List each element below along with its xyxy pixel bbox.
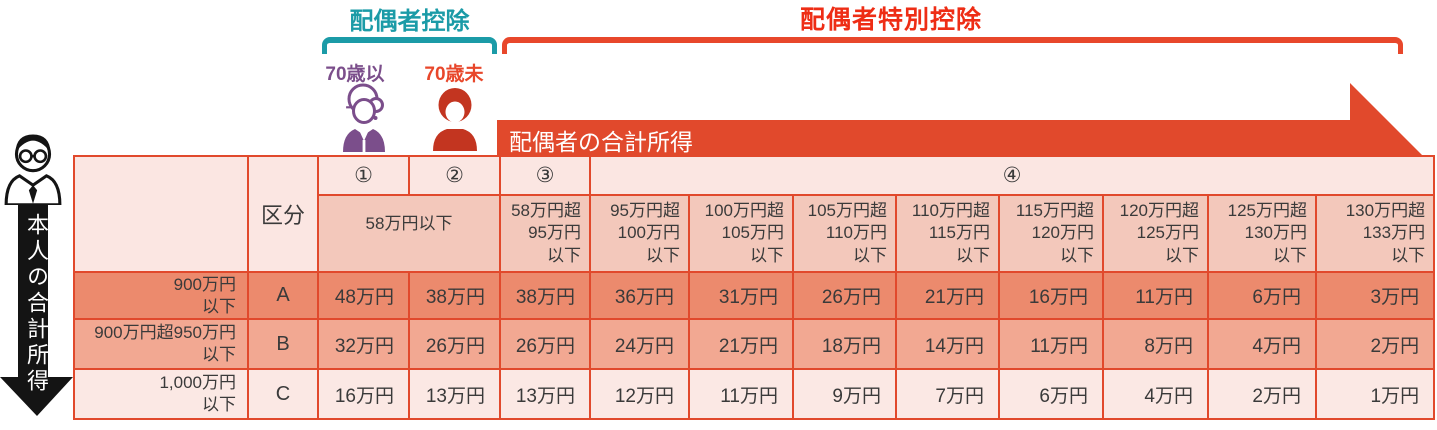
value-cell: 7万円	[895, 368, 1000, 421]
value-cell: 21万円	[895, 271, 1000, 321]
range-cell: 130万円超 133万円 以下	[1314, 193, 1436, 274]
row-label: 1,000万円 以下	[73, 368, 249, 421]
range-cell: 110万円超 115万円 以下	[895, 193, 1000, 274]
table-row-c: 1,000万円 以下 C 16万円 13万円 13万円 12万円 11万円 9万…	[73, 368, 1436, 421]
value-cell: 16万円	[998, 271, 1104, 321]
value-cell: 26万円	[792, 271, 897, 321]
circled-3-cell: ③	[499, 155, 591, 196]
range-cell: 95万円超 100万円 以下	[589, 193, 690, 274]
value-cell: 11万円	[1102, 271, 1209, 321]
value-cell: 8万円	[1102, 318, 1209, 371]
value-cell: 3万円	[1314, 271, 1436, 321]
special-spousal-deduction-title: 配偶者特別控除	[799, 6, 982, 34]
value-cell: 16万円	[317, 368, 410, 421]
value-cell: 4万円	[1207, 318, 1317, 371]
range-col3-cell: 58万円超 95万円 以下	[499, 193, 591, 274]
value-cell: 13万円	[499, 368, 591, 421]
value-cell: 12万円	[589, 368, 690, 421]
kubun-cell: A	[247, 271, 319, 321]
table-row-b: 900万円超950万円 以下 B 32万円 26万円 26万円 24万円 21万…	[73, 318, 1436, 371]
value-cell: 9万円	[792, 368, 897, 421]
value-cell: 1万円	[1314, 368, 1436, 421]
value-cell: 4万円	[1102, 368, 1209, 421]
circled-1-cell: ①	[317, 155, 410, 196]
range-cell: 115万円超 120万円 以下	[998, 193, 1104, 274]
value-cell: 6万円	[1207, 271, 1317, 321]
value-cell: 2万円	[1314, 318, 1436, 371]
value-cell: 6万円	[998, 368, 1104, 421]
value-cell: 11万円	[688, 368, 794, 421]
special-spousal-deduction-bracket	[502, 37, 1403, 54]
value-cell: 48万円	[317, 271, 410, 321]
value-cell: 38万円	[408, 271, 501, 321]
deduction-table: 区分 ① ② ③ ④ 58万円以下 58万円超 95万円 以下 95万円超 10…	[73, 154, 1436, 421]
kubun-cell: C	[247, 368, 319, 421]
value-cell: 36万円	[589, 271, 690, 321]
circled-4-cell: ④	[588, 155, 1436, 196]
row-label: 900万円超950万円 以下	[73, 318, 249, 371]
spouse-income-banner-arrow	[497, 83, 1423, 156]
spousal-deduction-title: 配偶者控除	[349, 8, 470, 35]
range-cell: 125万円超 130万円 以下	[1207, 193, 1317, 274]
value-cell: 26万円	[499, 318, 591, 371]
self-income-arrow-label: 本人の合計所得	[24, 213, 49, 395]
range-cell: 120万円超 125万円 以下	[1102, 193, 1209, 274]
spouse-income-banner-label: 配偶者の合計所得	[509, 129, 693, 155]
value-cell: 13万円	[408, 368, 501, 421]
value-cell: 32万円	[317, 318, 410, 371]
range-cell: 100万円超 105万円 以下	[688, 193, 794, 274]
value-cell: 26万円	[408, 318, 501, 371]
elderly-woman-icon	[343, 83, 385, 152]
young-woman-icon	[433, 88, 477, 151]
self-income-down-arrow	[0, 205, 73, 416]
man-icon	[4, 134, 62, 205]
value-cell: 38万円	[499, 271, 591, 321]
table-row-a: 900万円 以下 A 48万円 38万円 38万円 36万円 31万円 26万円…	[73, 271, 1436, 321]
value-cell: 2万円	[1207, 368, 1317, 421]
corner-cell	[73, 154, 249, 274]
value-cell: 24万円	[589, 318, 690, 371]
kubun-header-cell: 区分	[247, 154, 319, 274]
range-col12-cell: 58万円以下	[317, 193, 501, 274]
value-cell: 18万円	[792, 318, 897, 371]
kubun-cell: B	[247, 318, 319, 371]
circled-2-cell: ②	[408, 155, 501, 196]
range-cell: 105万円超 110万円 以下	[792, 193, 897, 274]
value-cell: 21万円	[688, 318, 794, 371]
spousal-deduction-bracket	[322, 37, 497, 54]
value-cell: 31万円	[688, 271, 794, 321]
value-cell: 11万円	[998, 318, 1104, 371]
row-label: 900万円 以下	[73, 271, 249, 321]
value-cell: 14万円	[895, 318, 1000, 371]
